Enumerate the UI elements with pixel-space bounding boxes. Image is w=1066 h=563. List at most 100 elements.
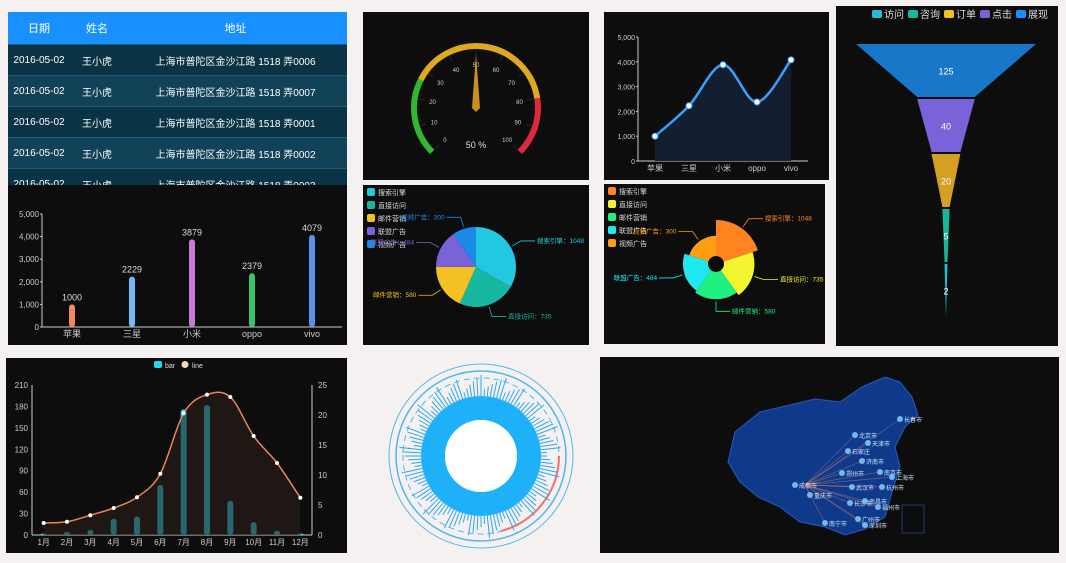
gauge-tick [431, 68, 435, 72]
radial-bar [431, 406, 439, 414]
radial-bar [496, 379, 502, 399]
city-label: 济南市 [866, 458, 884, 466]
gauge-tick [422, 82, 426, 85]
x-tick-label: 10月 [245, 538, 262, 547]
city-label: 南京市 [884, 469, 902, 477]
gauge-tick-label: 30 [437, 81, 444, 87]
pie-slice [476, 227, 516, 287]
table-header-cell: 日期 [8, 12, 70, 45]
radial-bar [448, 392, 455, 403]
gauge-tick [424, 134, 428, 137]
x-tick-label: 三星 [681, 164, 697, 173]
radial-bar [422, 498, 439, 515]
y2-tick-label: 0 [318, 531, 323, 540]
radial-bar [402, 451, 422, 454]
radial-bar [458, 512, 463, 525]
gauge-tick [527, 98, 535, 101]
bar [69, 304, 75, 327]
radial-bar [417, 479, 427, 485]
radial-bar [531, 417, 540, 424]
x-tick-label: 8月 [201, 538, 213, 547]
radial-bar [437, 504, 447, 516]
radial-bar [527, 493, 537, 502]
radial-bar [408, 458, 422, 461]
bar [129, 276, 135, 327]
gauge-tick [526, 82, 530, 85]
legend-label: 访问 [884, 8, 904, 21]
gauge-tick [517, 72, 525, 78]
china-outline [727, 376, 919, 536]
legend-label: 订单 [956, 9, 976, 21]
gauge-tick [491, 51, 493, 55]
gauge-tick [448, 55, 453, 62]
table-row: 2016-05-02 王小虎 上海市普陀区金沙江路 1518 弄0002 [8, 137, 347, 169]
radial-bar [535, 479, 548, 487]
legend-label: 邮件营销 [378, 214, 406, 223]
line-point [181, 411, 186, 416]
radial-bar [538, 471, 560, 478]
funnel-value-label: 40 [941, 122, 951, 132]
y2-tick-label: 25 [318, 381, 327, 390]
pie-label-line [659, 274, 683, 279]
pie-slice [720, 252, 755, 296]
radial-bar [419, 424, 428, 430]
radial-bar [496, 513, 501, 527]
gauge-tick [459, 51, 461, 55]
line-point [205, 392, 209, 397]
pie-slice-label: 联盟广告：484 [371, 238, 415, 247]
gauge-tick-label: 20 [429, 100, 436, 106]
x-tick-label: 小米 [715, 163, 731, 173]
gauge-tick [496, 53, 498, 57]
bar-value-label: 3879 [182, 227, 202, 237]
radial-bar [507, 509, 517, 526]
x-tick-label: 5月 [131, 538, 143, 547]
table-header-cell: 姓名 [70, 12, 124, 45]
gauge-tick-label: 90 [515, 121, 522, 127]
y2-tick-label: 5 [318, 501, 323, 510]
radial-bar [442, 506, 449, 515]
radial-bar [502, 392, 506, 401]
radial-bar [510, 389, 520, 405]
bar-chart: 0 1,000 2,000 3,000 4,000 5,000 1000 苹果 2229 三星 38… [19, 210, 342, 339]
flight-line [804, 484, 866, 526]
bar-chart-panel: 0 1,000 2,000 3,000 4,000 5,000 1000 苹果 2229 三星 38… [8, 185, 347, 345]
gauge-tick [512, 144, 519, 151]
y-tick-label: 1,000 [617, 134, 635, 141]
y-tick-label: 120 [15, 445, 29, 454]
legend-swatch [367, 201, 375, 209]
city-label: 长沙市 [854, 500, 872, 508]
table-cell: 上海市普陀区金沙江路 1518 弄0007 [124, 75, 347, 107]
pie-slice [682, 253, 712, 291]
city-marker [852, 432, 858, 438]
gauge-tick [439, 61, 442, 64]
gauge-tick [427, 72, 435, 78]
y-tick-label: 5,000 [617, 35, 635, 42]
radial-bar [532, 485, 550, 496]
pie-slice [436, 266, 476, 304]
gauge-tick [419, 123, 427, 127]
radial-bar [417, 409, 433, 422]
radial-bar [540, 447, 561, 451]
x-tick-label: 6月 [154, 538, 166, 547]
city-marker [859, 458, 865, 464]
table-header-cell: 地址 [124, 12, 347, 45]
funnel-layer [917, 99, 975, 152]
legend-label: 点击 [992, 9, 1012, 21]
radial-bar [535, 423, 554, 433]
gauge-tick-label: 60 [493, 68, 500, 74]
gauge-tick [454, 53, 456, 57]
funnel-value-label: 20 [941, 177, 951, 187]
legend-label: 联盟广告 [619, 226, 647, 235]
bar [249, 273, 255, 327]
city-marker [875, 504, 881, 510]
pie-slice [453, 227, 476, 267]
pie-slice-label: 直接访问：735 [780, 275, 824, 284]
radial-bar [407, 431, 425, 438]
city-marker [822, 520, 828, 526]
pie-label-line [742, 218, 763, 228]
table-cell: 王小虎 [70, 75, 124, 107]
gauge-tick [444, 58, 447, 61]
y-tick-label: 0 [24, 531, 29, 540]
legend-label: bar [165, 363, 176, 370]
